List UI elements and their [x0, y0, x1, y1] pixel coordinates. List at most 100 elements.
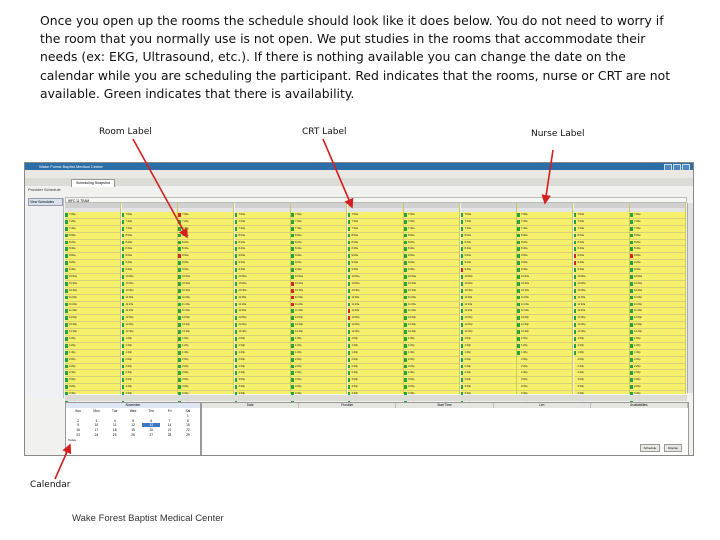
availability-indicator	[291, 213, 294, 217]
time-slot: 11:20a	[291, 302, 346, 309]
slot-time: 11:20a	[238, 302, 247, 306]
time-slot: 1:40p	[517, 350, 572, 357]
availability-indicator	[234, 226, 237, 231]
availability-indicator	[347, 371, 350, 376]
time-slot: 10:40a	[178, 288, 233, 295]
slot-time: 3:40p	[408, 392, 415, 396]
availability-indicator	[517, 268, 520, 272]
slot-time: 3:40p	[577, 392, 585, 396]
slot-time: 10:00a	[521, 275, 529, 279]
slot-time: 1:40p	[125, 350, 133, 354]
slot-time: 10:20a	[408, 281, 416, 285]
availability-indicator	[234, 281, 237, 286]
slot-time: 12:40p	[182, 330, 190, 334]
availability-indicator	[65, 371, 68, 376]
availability-indicator	[121, 226, 124, 231]
slot-time: 2:40p	[521, 371, 528, 375]
slot-time: 7:00a	[69, 213, 76, 216]
slot-time: 12:00p	[521, 316, 529, 320]
slot-time: 11:20a	[408, 302, 416, 306]
time-slot: 10:20a	[291, 281, 346, 288]
time-slot: 3:00p	[517, 377, 572, 385]
slot-time: 11:00a	[238, 295, 247, 299]
time-slot: 2:20p	[460, 364, 516, 371]
slot-time: 7:40a	[351, 226, 359, 230]
availability-indicator	[65, 233, 68, 238]
availability-indicator	[291, 364, 294, 369]
time-slot: 12:00p	[178, 315, 233, 323]
availability-indicator	[573, 350, 576, 355]
availability-indicator	[573, 281, 576, 286]
availability-indicator	[573, 295, 576, 300]
time-slot: 10:40a	[630, 288, 685, 295]
slot-time: 2:40p	[577, 371, 585, 375]
availability-indicator	[347, 281, 350, 286]
slot-time: 7:00a	[408, 213, 415, 216]
mini-calendar: November Sun Mon Tue Wed Thu Fri Sat 1 2 3 4 5 6 7 8 9 1…	[65, 402, 201, 455]
slot-time: 7:20a	[521, 219, 528, 223]
time-slot: 11:20a	[573, 302, 629, 309]
slot-time: 12:40p	[351, 330, 360, 334]
time-slot: 11:40a	[573, 308, 629, 316]
calendar-date: 5	[132, 418, 134, 423]
availability-indicator	[460, 288, 463, 293]
time-slot: 9:40a	[347, 267, 403, 275]
time-slot: 10:00a	[65, 274, 120, 281]
slot-time: 10:20a	[125, 281, 134, 285]
availability-indicator	[404, 364, 407, 369]
column-header	[65, 203, 120, 208]
slot-time: 12:00p	[295, 316, 303, 320]
availability-indicator	[234, 302, 237, 307]
time-slot: 8:20a	[404, 240, 459, 247]
slot-time: 3:40p	[351, 392, 359, 396]
time-slot: 11:40a	[65, 308, 120, 316]
time-slot: 7:40a	[234, 226, 290, 233]
availability-indicator	[121, 330, 124, 334]
time-slot: 2:40p	[404, 370, 459, 378]
time-slot: 11:00a	[517, 295, 572, 302]
time-slot: 7:20a	[404, 219, 459, 226]
slot-time: 8:20a	[351, 240, 359, 244]
availability-indicator	[121, 378, 124, 383]
time-slot: 1:40p	[460, 350, 516, 357]
slot-time: 11:40a	[238, 309, 247, 313]
grid-scrollbar	[687, 203, 693, 393]
time-slot: 12:40p	[178, 329, 233, 337]
availability-indicator	[517, 219, 520, 224]
time-slot: 7:00a	[121, 212, 177, 219]
slot-time: 1:00p	[351, 337, 359, 341]
availability-indicator	[404, 219, 407, 224]
availability-indicator	[517, 323, 520, 328]
availability-indicator	[65, 378, 68, 383]
schedule-column: 7:00a 7:20a 7:40a 8:00a 8:20a 8:40a 9:00a 9:20a…	[573, 203, 630, 419]
slot-time: 11:40a	[182, 309, 190, 313]
time-slot: 11:20a	[121, 302, 177, 309]
slot-time: 9:20a	[238, 261, 246, 265]
time-slot: 11:00a	[347, 295, 403, 302]
time-slot: 10:20a	[347, 281, 403, 288]
slot-time: 12:40p	[69, 330, 77, 334]
column-header	[573, 203, 629, 208]
left-nav: View Schedules	[27, 198, 64, 398]
slot-time: 3:20p	[408, 385, 415, 389]
availability-indicator	[404, 213, 407, 217]
time-slot: 9:40a	[121, 267, 177, 275]
slot-time: 3:00p	[69, 378, 76, 382]
column-subheader	[347, 208, 403, 212]
availability-indicator	[573, 330, 576, 334]
availability-indicator	[291, 219, 294, 224]
availability-indicator	[404, 254, 407, 259]
availability-indicator	[404, 392, 407, 396]
availability-indicator	[121, 337, 124, 341]
availability-indicator	[347, 309, 350, 314]
availability-indicator	[65, 240, 68, 245]
availability-indicator	[573, 275, 576, 279]
availability-indicator	[347, 364, 350, 369]
availability-indicator	[517, 378, 520, 382]
slot-time: 8:40a	[295, 247, 302, 251]
availability-indicator	[234, 268, 237, 272]
time-slot: 2:20p	[121, 364, 177, 371]
slot-time: 9:40a	[238, 268, 246, 272]
availability-indicator	[291, 295, 294, 300]
availability-indicator	[347, 330, 350, 334]
